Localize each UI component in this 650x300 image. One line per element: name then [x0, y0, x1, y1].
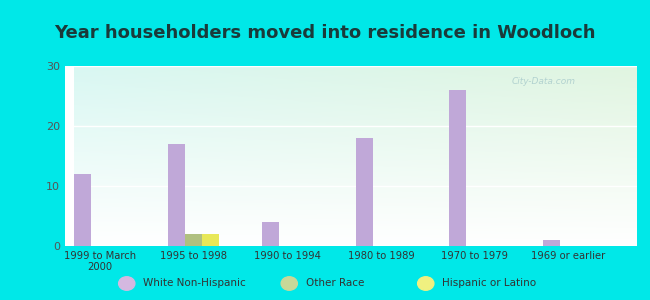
Bar — [262, 222, 279, 246]
Text: Hispanic or Latino: Hispanic or Latino — [442, 278, 536, 289]
Bar — [168, 144, 185, 246]
Bar — [356, 138, 372, 246]
Bar — [543, 240, 560, 246]
Text: City-Data.com: City-Data.com — [511, 77, 575, 86]
Bar — [185, 234, 202, 246]
Bar — [74, 174, 91, 246]
Text: White Non-Hispanic: White Non-Hispanic — [143, 278, 246, 289]
Text: Other Race: Other Race — [306, 278, 364, 289]
Bar — [202, 234, 219, 246]
Text: Year householders moved into residence in Woodloch: Year householders moved into residence i… — [54, 24, 596, 42]
Bar — [449, 90, 466, 246]
